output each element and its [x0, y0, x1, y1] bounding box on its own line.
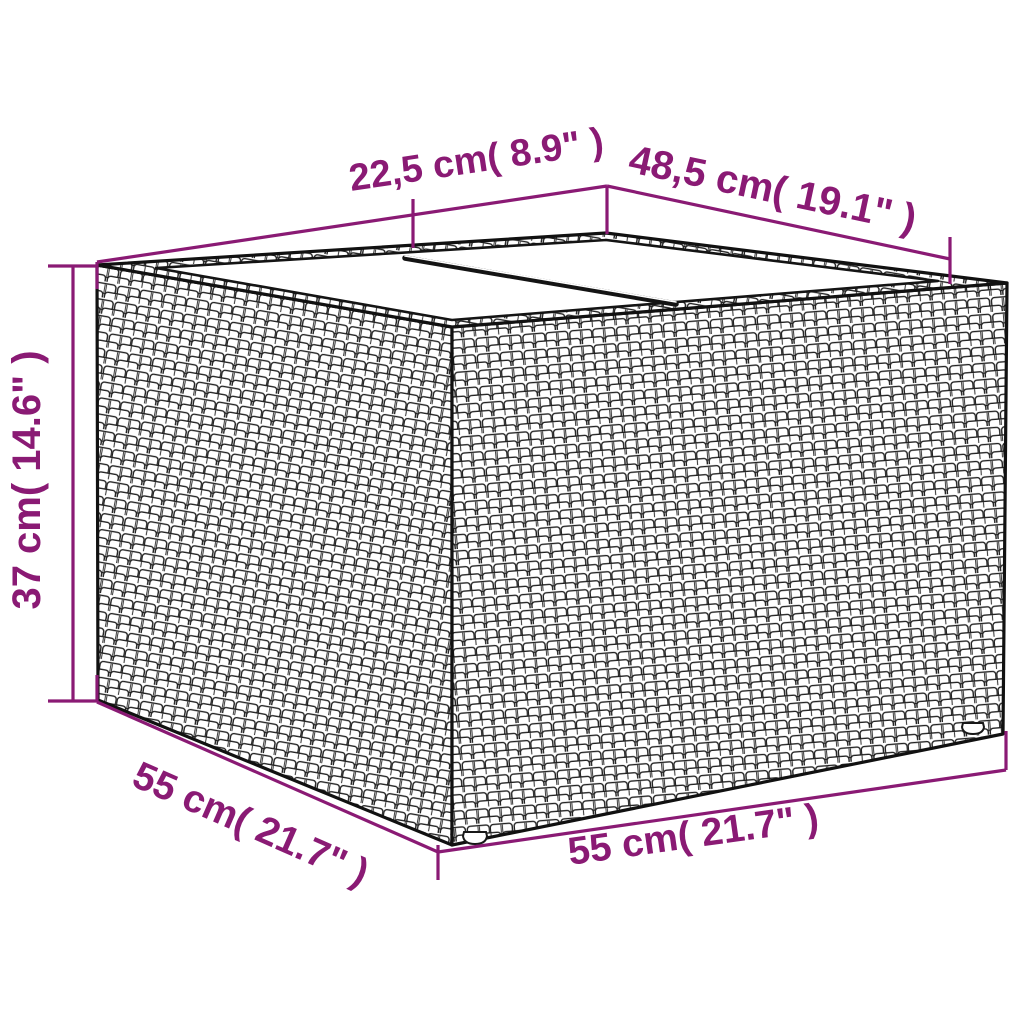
- svg-text:48,5 cm( 19.1" ): 48,5 cm( 19.1" ): [625, 137, 920, 241]
- svg-text:37 cm( 14.6" ): 37 cm( 14.6" ): [5, 350, 49, 609]
- svg-text:22,5 cm( 8.9" ): 22,5 cm( 8.9" ): [346, 120, 606, 199]
